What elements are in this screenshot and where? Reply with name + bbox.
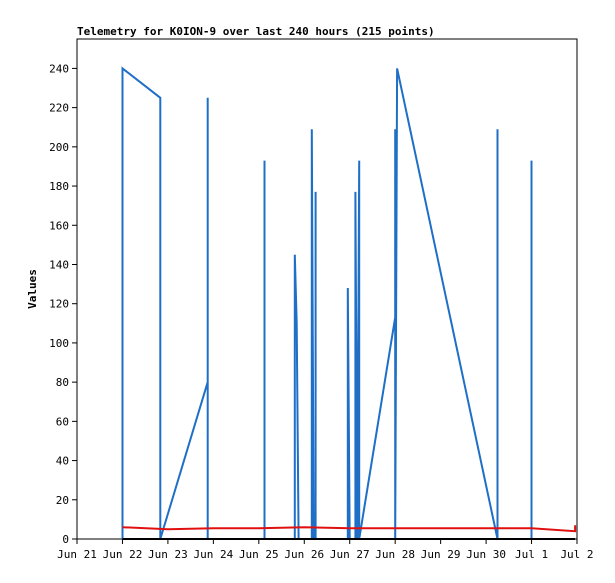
x-tick-label: Jun 28	[375, 548, 415, 561]
y-axis: 0 20 40 60 80 100 120 140 160 180 200 220 240	[49, 62, 77, 546]
plot-area-frame	[76, 38, 578, 540]
series-line-1	[121, 66, 533, 540]
y-tick-label: 20	[56, 494, 69, 507]
y-tick-label: 40	[56, 455, 69, 468]
y-tick-label: 0	[62, 533, 69, 546]
x-axis: Jun 21 Jun 22 Jun 23 Jun 24 Jun 25 Jun 26 Jun …	[57, 539, 594, 561]
x-tick-label: Jun 24	[193, 548, 233, 561]
x-tick-label: Jun 26	[284, 548, 324, 561]
y-tick-label: 180	[49, 180, 69, 193]
x-tick-label: Jun 22	[103, 548, 143, 561]
y-tick-label: 140	[49, 258, 69, 271]
y-tick-label: 240	[49, 62, 69, 75]
x-tick-label: Jun 29	[421, 548, 461, 561]
x-tick-label: Jun 21	[57, 548, 97, 561]
x-tick-label: Jul 1	[515, 548, 548, 561]
series-layer	[121, 66, 577, 540]
y-tick-label: 160	[49, 219, 69, 232]
x-tick-label: Jul 2	[560, 548, 593, 561]
x-tick-label: Jun 23	[148, 548, 188, 561]
y-axis-label: Values	[26, 269, 39, 309]
y-tick-label: 120	[49, 298, 69, 311]
chart-title: Telemetry for K0ION-9 over last 240 hour…	[77, 25, 435, 38]
y-tick-label: 220	[49, 102, 69, 115]
y-tick-label: 100	[49, 337, 69, 350]
x-tick-label: Jun 27	[330, 548, 370, 561]
x-tick-label: Jun 25	[239, 548, 279, 561]
series-line-2	[122, 525, 577, 533]
y-tick-label: 200	[49, 141, 69, 154]
y-tick-label: 60	[56, 415, 69, 428]
y-tick-label: 80	[56, 376, 69, 389]
x-tick-label: Jun 30	[466, 548, 506, 561]
